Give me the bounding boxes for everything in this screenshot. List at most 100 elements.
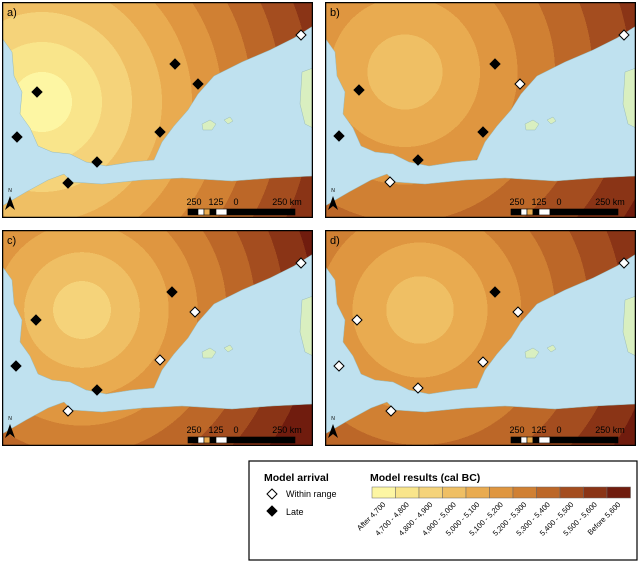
site-marker [154, 126, 166, 138]
legend-item: Within range [286, 489, 337, 499]
north-arrow [5, 424, 15, 438]
scale-label: 0 [233, 197, 238, 207]
site-marker [11, 131, 23, 143]
site-marker [169, 58, 181, 70]
legend: Model arrival Within range Late Model re… [248, 460, 638, 561]
north-label: N [8, 188, 12, 194]
site-marker [62, 177, 74, 189]
scale-segment [532, 436, 540, 444]
site-marker [351, 314, 363, 326]
legend-title: Model results (cal BC) [370, 472, 480, 484]
scale-label: 125 [208, 425, 223, 435]
class-swatch [536, 486, 561, 499]
land [2, 401, 313, 446]
north-label: N [8, 416, 12, 422]
island [223, 116, 234, 125]
scale-label: 0 [556, 425, 561, 435]
legend-box [248, 460, 638, 561]
scale-label: 250 km [595, 425, 625, 435]
scale-segment [538, 208, 551, 216]
island [299, 67, 313, 129]
site-marker [189, 306, 201, 318]
island [546, 116, 557, 125]
site-marker [154, 354, 166, 366]
land [325, 401, 636, 446]
site-marker [477, 356, 489, 368]
site-marker [477, 126, 489, 138]
scale-segment [520, 436, 528, 444]
scale-segment [520, 208, 528, 216]
site-marker [166, 286, 178, 298]
scale-label: 125 [531, 425, 546, 435]
panel-frame [325, 2, 636, 218]
site-marker [489, 58, 501, 70]
panel-label: a) [7, 7, 17, 19]
land [325, 230, 636, 395]
class-swatch [442, 486, 467, 499]
map-panel: b) N 250 125 0 250 km [325, 2, 636, 218]
scale-label: 250 [509, 197, 524, 207]
scale-segment [510, 436, 522, 444]
island [622, 67, 636, 129]
scale-segment [538, 436, 551, 444]
class-swatch [395, 486, 420, 499]
site-marker [333, 360, 345, 372]
island [546, 344, 557, 353]
scale-segment [197, 436, 205, 444]
panels: a) N 250 125 0 250 km b) N 250 125 0 250 km c) N 250 12… [2, 2, 636, 446]
site-marker [62, 405, 74, 417]
scale-label: 0 [233, 425, 238, 435]
island [299, 295, 313, 357]
site-marker [353, 84, 365, 96]
scale-label: 125 [208, 197, 223, 207]
scale-label: 125 [531, 197, 546, 207]
class-swatch [583, 486, 608, 499]
scale-segment [187, 208, 199, 216]
land [2, 230, 313, 395]
scale-segment [226, 208, 296, 216]
site-marker [10, 360, 22, 372]
map-panel: c) N 250 125 0 250 km [2, 230, 313, 446]
class-swatch [371, 486, 396, 499]
scale-segment [510, 208, 522, 216]
site-marker [412, 154, 424, 166]
class-swatch [489, 486, 514, 499]
site-marker [385, 405, 397, 417]
scale-segment [549, 436, 619, 444]
north-arrow [328, 424, 338, 438]
island [524, 119, 540, 131]
land [325, 173, 636, 218]
class-swatch [418, 486, 443, 499]
scale-segment [203, 436, 211, 444]
land [325, 2, 636, 167]
site-marker [30, 314, 42, 326]
island [622, 295, 636, 357]
panel-label: d) [330, 235, 340, 247]
site-marker [412, 382, 424, 394]
island [524, 347, 540, 359]
scale-segment [203, 208, 211, 216]
north-label: N [331, 416, 335, 422]
panel-label: b) [330, 7, 340, 19]
north-label: N [331, 188, 335, 194]
north-arrow [328, 196, 338, 210]
panel-frame [325, 230, 636, 446]
site-marker [618, 29, 630, 41]
site-marker [295, 29, 307, 41]
class-swatch [512, 486, 537, 499]
scale-label: 250 [186, 197, 201, 207]
site-marker [512, 306, 524, 318]
scale-segment [526, 436, 534, 444]
scale-segment [549, 208, 619, 216]
legend-title: Model arrival [264, 472, 329, 484]
site-marker [384, 176, 396, 188]
legend-item: Late [286, 507, 304, 517]
scale-label: 250 km [272, 197, 302, 207]
legend-marker [266, 488, 278, 500]
north-arrow [5, 196, 15, 210]
scale-segment [209, 208, 217, 216]
panel-frame [2, 2, 313, 218]
scale-label: 0 [556, 197, 561, 207]
scale-segment [532, 208, 540, 216]
